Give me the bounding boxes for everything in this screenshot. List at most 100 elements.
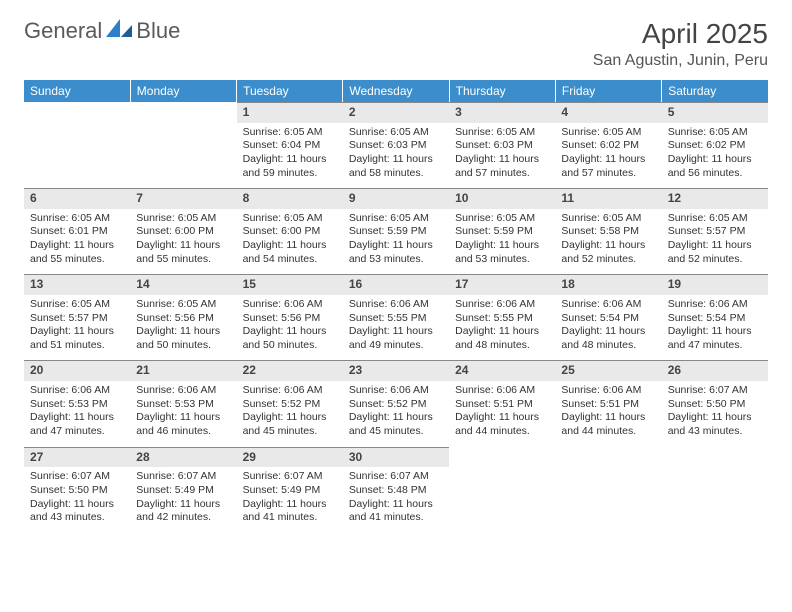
- sunrise-text: Sunrise: 6:07 AM: [349, 470, 443, 484]
- sunset-text: Sunset: 5:49 PM: [243, 484, 337, 498]
- daylight-text: Daylight: 11 hours and 56 minutes.: [668, 153, 762, 180]
- daylight-text: Daylight: 11 hours and 57 minutes.: [455, 153, 549, 180]
- day-number: 4: [555, 102, 661, 123]
- day-body: [24, 107, 130, 171]
- sunrise-text: Sunrise: 6:06 AM: [455, 298, 549, 312]
- calendar-cell: 30Sunrise: 6:07 AMSunset: 5:48 PMDayligh…: [343, 447, 449, 533]
- day-number: 2: [343, 102, 449, 123]
- calendar-cell: 14Sunrise: 6:05 AMSunset: 5:56 PMDayligh…: [130, 274, 236, 360]
- day-number: 15: [237, 274, 343, 295]
- day-body: Sunrise: 6:05 AMSunset: 6:02 PMDaylight:…: [662, 123, 768, 189]
- day-body: Sunrise: 6:05 AMSunset: 5:59 PMDaylight:…: [449, 209, 555, 275]
- sunrise-text: Sunrise: 6:05 AM: [136, 298, 230, 312]
- calendar-cell: 20Sunrise: 6:06 AMSunset: 5:53 PMDayligh…: [24, 360, 130, 446]
- calendar-cell: 6Sunrise: 6:05 AMSunset: 6:01 PMDaylight…: [24, 188, 130, 274]
- day-number: 13: [24, 274, 130, 295]
- sunrise-text: Sunrise: 6:06 AM: [668, 298, 762, 312]
- calendar-cell: 11Sunrise: 6:05 AMSunset: 5:58 PMDayligh…: [555, 188, 661, 274]
- calendar-cell: 12Sunrise: 6:05 AMSunset: 5:57 PMDayligh…: [662, 188, 768, 274]
- sunrise-text: Sunrise: 6:05 AM: [136, 212, 230, 226]
- daylight-text: Daylight: 11 hours and 41 minutes.: [349, 498, 443, 525]
- day-number: 25: [555, 360, 661, 381]
- sunset-text: Sunset: 6:03 PM: [455, 139, 549, 153]
- dayhead-monday: Monday: [130, 80, 236, 102]
- sunset-text: Sunset: 5:50 PM: [668, 398, 762, 412]
- sunset-text: Sunset: 5:59 PM: [455, 225, 549, 239]
- day-number: 18: [555, 274, 661, 295]
- sunset-text: Sunset: 5:52 PM: [349, 398, 443, 412]
- day-number: 23: [343, 360, 449, 381]
- calendar-cell: [24, 102, 130, 188]
- sunset-text: Sunset: 5:48 PM: [349, 484, 443, 498]
- day-number: 14: [130, 274, 236, 295]
- day-body: Sunrise: 6:06 AMSunset: 5:55 PMDaylight:…: [449, 295, 555, 361]
- day-number: 3: [449, 102, 555, 123]
- day-number: 6: [24, 188, 130, 209]
- sunset-text: Sunset: 5:53 PM: [30, 398, 124, 412]
- sunrise-text: Sunrise: 6:06 AM: [243, 384, 337, 398]
- day-body: Sunrise: 6:06 AMSunset: 5:52 PMDaylight:…: [237, 381, 343, 447]
- daylight-text: Daylight: 11 hours and 43 minutes.: [30, 498, 124, 525]
- day-body: Sunrise: 6:07 AMSunset: 5:48 PMDaylight:…: [343, 467, 449, 533]
- month-title: April 2025: [593, 18, 768, 50]
- daylight-text: Daylight: 11 hours and 49 minutes.: [349, 325, 443, 352]
- day-body: Sunrise: 6:06 AMSunset: 5:51 PMDaylight:…: [449, 381, 555, 447]
- day-body: Sunrise: 6:06 AMSunset: 5:54 PMDaylight:…: [662, 295, 768, 361]
- calendar-cell: 9Sunrise: 6:05 AMSunset: 5:59 PMDaylight…: [343, 188, 449, 274]
- logo-text-blue: Blue: [136, 18, 180, 44]
- day-body: Sunrise: 6:07 AMSunset: 5:50 PMDaylight:…: [662, 381, 768, 447]
- calendar-cell: 28Sunrise: 6:07 AMSunset: 5:49 PMDayligh…: [130, 447, 236, 533]
- daylight-text: Daylight: 11 hours and 48 minutes.: [455, 325, 549, 352]
- dayhead-saturday: Saturday: [662, 80, 768, 102]
- day-body: Sunrise: 6:05 AMSunset: 5:56 PMDaylight:…: [130, 295, 236, 361]
- calendar-cell: 1Sunrise: 6:05 AMSunset: 6:04 PMDaylight…: [237, 102, 343, 188]
- calendar-cell: 24Sunrise: 6:06 AMSunset: 5:51 PMDayligh…: [449, 360, 555, 446]
- day-number: 1: [237, 102, 343, 123]
- daylight-text: Daylight: 11 hours and 48 minutes.: [561, 325, 655, 352]
- daylight-text: Daylight: 11 hours and 53 minutes.: [349, 239, 443, 266]
- day-body: Sunrise: 6:05 AMSunset: 6:00 PMDaylight:…: [130, 209, 236, 275]
- day-body: Sunrise: 6:05 AMSunset: 6:02 PMDaylight:…: [555, 123, 661, 189]
- sunrise-text: Sunrise: 6:05 AM: [455, 126, 549, 140]
- day-number: 16: [343, 274, 449, 295]
- sunset-text: Sunset: 5:53 PM: [136, 398, 230, 412]
- sunrise-text: Sunrise: 6:05 AM: [668, 212, 762, 226]
- logo: General Blue: [24, 18, 180, 44]
- day-body: Sunrise: 6:05 AMSunset: 5:58 PMDaylight:…: [555, 209, 661, 275]
- daylight-text: Daylight: 11 hours and 45 minutes.: [349, 411, 443, 438]
- sunset-text: Sunset: 5:55 PM: [455, 312, 549, 326]
- calendar-cell: 16Sunrise: 6:06 AMSunset: 5:55 PMDayligh…: [343, 274, 449, 360]
- calendar-cell: 2Sunrise: 6:05 AMSunset: 6:03 PMDaylight…: [343, 102, 449, 188]
- day-body: Sunrise: 6:06 AMSunset: 5:53 PMDaylight:…: [130, 381, 236, 447]
- day-body: [449, 452, 555, 516]
- daylight-text: Daylight: 11 hours and 47 minutes.: [30, 411, 124, 438]
- location: San Agustin, Junin, Peru: [593, 52, 768, 70]
- sunset-text: Sunset: 6:02 PM: [668, 139, 762, 153]
- dayhead-sunday: Sunday: [24, 80, 130, 102]
- sunset-text: Sunset: 6:00 PM: [243, 225, 337, 239]
- sunset-text: Sunset: 5:49 PM: [136, 484, 230, 498]
- day-body: Sunrise: 6:05 AMSunset: 6:01 PMDaylight:…: [24, 209, 130, 275]
- day-body: Sunrise: 6:05 AMSunset: 5:59 PMDaylight:…: [343, 209, 449, 275]
- sunrise-text: Sunrise: 6:05 AM: [349, 126, 443, 140]
- day-body: [662, 452, 768, 516]
- daylight-text: Daylight: 11 hours and 57 minutes.: [561, 153, 655, 180]
- calendar-cell: 18Sunrise: 6:06 AMSunset: 5:54 PMDayligh…: [555, 274, 661, 360]
- day-number: 11: [555, 188, 661, 209]
- calendar-cell: 26Sunrise: 6:07 AMSunset: 5:50 PMDayligh…: [662, 360, 768, 446]
- calendar-row: 27Sunrise: 6:07 AMSunset: 5:50 PMDayligh…: [24, 447, 768, 533]
- sunrise-text: Sunrise: 6:06 AM: [455, 384, 549, 398]
- day-body: [555, 452, 661, 516]
- sunset-text: Sunset: 6:04 PM: [243, 139, 337, 153]
- calendar-cell: 5Sunrise: 6:05 AMSunset: 6:02 PMDaylight…: [662, 102, 768, 188]
- sunrise-text: Sunrise: 6:05 AM: [455, 212, 549, 226]
- calendar-cell: 7Sunrise: 6:05 AMSunset: 6:00 PMDaylight…: [130, 188, 236, 274]
- calendar-table: Sunday Monday Tuesday Wednesday Thursday…: [24, 80, 768, 533]
- sunrise-text: Sunrise: 6:06 AM: [561, 384, 655, 398]
- sunset-text: Sunset: 5:59 PM: [349, 225, 443, 239]
- daylight-text: Daylight: 11 hours and 50 minutes.: [136, 325, 230, 352]
- day-number: 22: [237, 360, 343, 381]
- sunrise-text: Sunrise: 6:06 AM: [349, 384, 443, 398]
- daylight-text: Daylight: 11 hours and 41 minutes.: [243, 498, 337, 525]
- day-number: 19: [662, 274, 768, 295]
